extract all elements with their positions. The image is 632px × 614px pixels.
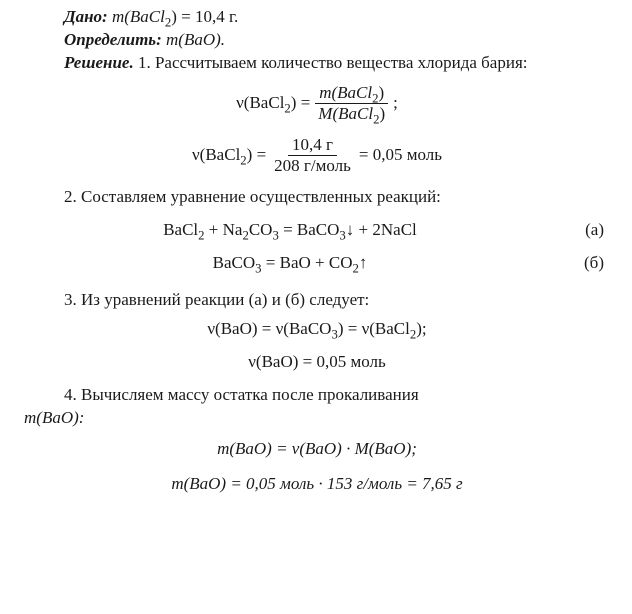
given-line: Дано: m(BaCl2) = 10,4 г. bbox=[24, 6, 610, 29]
solution-label: Решение. bbox=[64, 53, 134, 72]
find-line: Определить: m(BaO). bbox=[24, 29, 610, 52]
step1: Решение. 1. Рассчитываем количество веще… bbox=[24, 52, 610, 75]
eq1-tail: ; bbox=[393, 92, 398, 115]
find-expr: m(BaO). bbox=[166, 30, 225, 49]
eq2-rhs: = 0,05 моль bbox=[359, 144, 442, 167]
eq1: ν(BaCl2) = m(BaCl2) M(BaCl2) ; bbox=[24, 83, 610, 125]
given-rhs: ) = 10,4 г. bbox=[171, 7, 238, 26]
eq2-frac: 10,4 г 208 г/моль bbox=[270, 135, 355, 177]
eq1-den-M: M(BaCl bbox=[318, 104, 373, 123]
eq2-num: 10,4 г bbox=[288, 135, 337, 156]
step4a: 4. Вычисляем массу остатка после прокали… bbox=[24, 384, 610, 407]
eq1-lhs-end: ) = bbox=[291, 93, 311, 112]
rxn-a-label: (а) bbox=[556, 219, 610, 242]
step1-text: 1. Рассчитываем количество вещества хлор… bbox=[138, 53, 528, 72]
eq4b-text: m(BaO) = 0,05 моль · 153 г/моль = 7,65 г bbox=[171, 474, 462, 493]
step3: 3. Из уравнений реакции (а) и (б) следуе… bbox=[24, 289, 610, 312]
eq2: ν(BaCl2) = 10,4 г 208 г/моль = 0,05 моль bbox=[24, 135, 610, 177]
step2-text: 2. Составляем уравнение осуществленных р… bbox=[64, 187, 441, 206]
eq1-num-m: m(BaCl bbox=[319, 83, 372, 102]
eq1-lhs-nu: ν(BaCl bbox=[236, 93, 284, 112]
find-label: Определить: bbox=[64, 30, 162, 49]
step4b: m(BaO): bbox=[24, 407, 610, 430]
step3-text: 3. Из уравнений реакции (а) и (б) следуе… bbox=[64, 290, 369, 309]
eq4a: m(BaO) = ν(BaO) · M(BaO); bbox=[24, 438, 610, 461]
rxn-a-p1: BaCl bbox=[163, 220, 198, 239]
given-label: Дано: bbox=[64, 7, 108, 26]
rxn-a: BaCl2 + Na2CO3 = BaCO3↓ + 2NaCl (а) bbox=[24, 219, 610, 242]
eq3a-p2: ) = ν(BaCl bbox=[338, 319, 410, 338]
eq4a-p2: M(BaO); bbox=[355, 439, 417, 458]
eq4a-p1: m(BaO) = ν(BaO) · bbox=[217, 439, 355, 458]
rxn-b: BaCO3 = BaO + CO2↑ (б) bbox=[24, 252, 610, 275]
eq1-frac: m(BaCl2) M(BaCl2) bbox=[314, 83, 389, 125]
given-m: m(BaCl bbox=[112, 7, 165, 26]
eq3a-p3: ); bbox=[416, 319, 426, 338]
eq2-lhs-end: ) = bbox=[247, 145, 267, 164]
rxn-a-t3: CO bbox=[249, 220, 273, 239]
eq2-den: 208 г/моль bbox=[270, 156, 355, 176]
step4-text-b: m(BaO): bbox=[24, 408, 84, 427]
rxn-a-t2: + Na bbox=[205, 220, 243, 239]
rxn-a-arrow: ↓ + 2NaCl bbox=[346, 220, 417, 239]
eq3b: ν(BaO) = 0,05 моль bbox=[24, 351, 610, 374]
rxn-a-t4: = BaCO bbox=[279, 220, 340, 239]
rxn-b-t2: = BaO + CO bbox=[262, 253, 353, 272]
eq2-lhs-nu: ν(BaCl bbox=[192, 145, 240, 164]
rxn-b-label: (б) bbox=[556, 252, 610, 275]
step2: 2. Составляем уравнение осуществленных р… bbox=[24, 186, 610, 209]
eq4b: m(BaO) = 0,05 моль · 153 г/моль = 7,65 г bbox=[24, 473, 610, 496]
rxn-b-t1: BaCO bbox=[213, 253, 256, 272]
eq1-den-end: ) bbox=[379, 104, 385, 123]
rxn-b-arrow: ↑ bbox=[359, 253, 368, 272]
eq3a: ν(BaO) = ν(BaCO3) = ν(BaCl2); bbox=[24, 318, 610, 341]
eq1-num-end: ) bbox=[379, 83, 385, 102]
eq3a-p1: ν(BaO) = ν(BaCO bbox=[207, 319, 331, 338]
step4-text-a: 4. Вычисляем массу остатка после прокали… bbox=[64, 385, 419, 404]
eq3b-text: ν(BaO) = 0,05 моль bbox=[248, 352, 386, 371]
